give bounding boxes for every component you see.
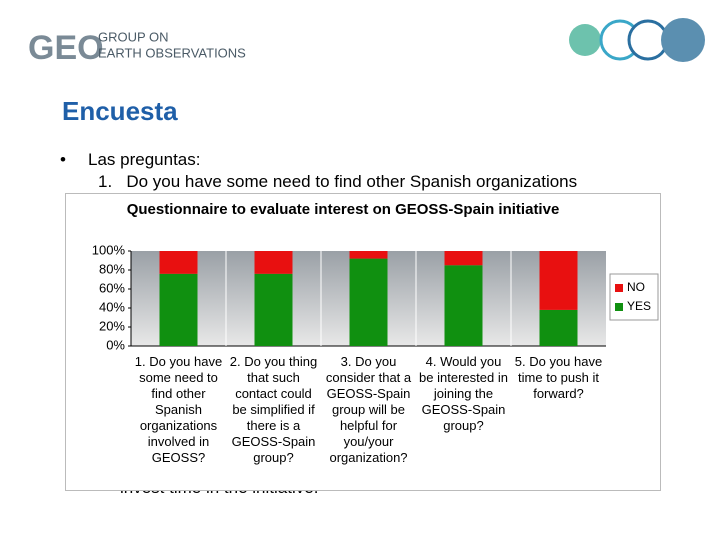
legend-swatch bbox=[615, 284, 623, 292]
bar-segment bbox=[349, 258, 388, 346]
x-tick-label: 4. Would you be interested in joining th… bbox=[419, 354, 508, 433]
slide-title: Encuesta bbox=[62, 96, 178, 126]
x-label-box: 3. Do you consider that a GEOSS-Spain gr… bbox=[325, 354, 412, 465]
x-label-box: 2. Do you thing that such contact could … bbox=[229, 354, 318, 465]
legend-box bbox=[609, 273, 659, 321]
y-tick-label: 60% bbox=[99, 280, 125, 295]
bar-segment bbox=[444, 251, 483, 266]
y-tick-label: 80% bbox=[99, 261, 125, 276]
bar-segment bbox=[539, 309, 578, 346]
bullet: • bbox=[60, 150, 66, 169]
bullet-text: Las preguntas: bbox=[88, 150, 201, 169]
org-name: GROUP ON bbox=[98, 29, 169, 44]
x-tick-label: 3. Do you consider that a GEOSS-Spain gr… bbox=[325, 354, 412, 465]
org-name: EARTH OBSERVATIONS bbox=[98, 45, 246, 60]
bar-segment bbox=[349, 251, 388, 259]
bar-segment bbox=[539, 251, 578, 310]
logo-circle bbox=[661, 18, 705, 62]
legend-label: YES bbox=[627, 299, 651, 313]
x-tick-label: 5. Do you have time to push it forward? bbox=[514, 354, 603, 401]
title-box: Questionnaire to evaluate interest on GE… bbox=[126, 201, 560, 218]
chart: Questionnaire to evaluate interest on GE… bbox=[65, 193, 661, 491]
bar-segment bbox=[254, 273, 293, 346]
logo: GEO bbox=[28, 29, 104, 67]
y-tick-label: 100% bbox=[92, 242, 126, 257]
x-tick-label: 1. Do you have some need to find other S… bbox=[134, 354, 223, 465]
y-tick-label: 20% bbox=[99, 318, 125, 333]
bar-segment bbox=[254, 251, 293, 274]
logo-circle bbox=[569, 24, 601, 56]
x-tick-label: 2. Do you thing that such contact could … bbox=[229, 354, 318, 465]
bar-segment bbox=[159, 251, 198, 274]
question: 1. Do you have some need to find other S… bbox=[98, 172, 578, 191]
x-label-box: 1. Do you have some need to find other S… bbox=[134, 354, 223, 465]
bar-segment bbox=[159, 273, 198, 346]
y-tick-label: 40% bbox=[99, 299, 125, 314]
legend-label: NO bbox=[627, 280, 645, 294]
bar-segment bbox=[444, 265, 483, 346]
x-label-box: 5. Do you have time to push it forward? bbox=[514, 354, 603, 401]
legend-swatch bbox=[615, 303, 623, 311]
chart-title: Questionnaire to evaluate interest on GE… bbox=[126, 201, 560, 218]
x-label-box: 4. Would you be interested in joining th… bbox=[419, 354, 508, 433]
y-tick-label: 0% bbox=[106, 337, 125, 352]
